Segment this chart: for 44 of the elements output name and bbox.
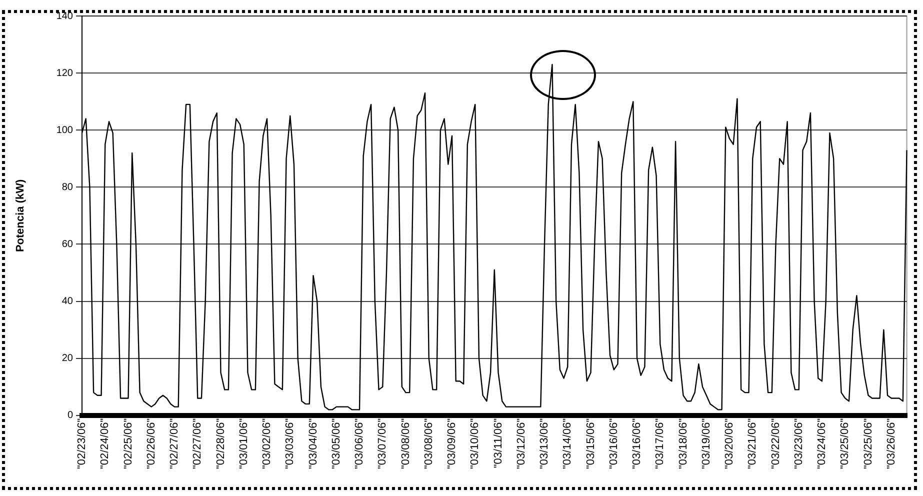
x-tick-label: "03/16/06"	[631, 418, 644, 470]
x-tick-label: "03/22/06"	[770, 418, 782, 470]
x-tick-label: "03/08/06"	[422, 418, 435, 470]
x-tick-label: "03/10/06"	[469, 418, 482, 470]
x-tick-label: "02/23/06"	[76, 418, 88, 470]
x-tick-label: "03/14/06"	[562, 418, 574, 470]
x-tick-label: "03/08/06"	[400, 418, 412, 470]
y-axis-title: Potencia (kW)	[14, 178, 27, 252]
x-tick-label: "03/03/06"	[284, 418, 296, 470]
x-tick-label: "03/13/06"	[538, 418, 551, 470]
x-tick-label: "03/23/06"	[792, 418, 805, 470]
x-tick-label: "03/16/06"	[608, 418, 620, 470]
x-tick-label: "03/11/06"	[492, 418, 504, 468]
y-tick-label: 80	[62, 182, 74, 193]
x-tick-label: "03/05/06"	[330, 418, 342, 470]
x-tick-label: "02/27/06"	[168, 418, 181, 470]
x-tick-label: "03/15/06"	[584, 418, 597, 470]
x-tick-label: "03/09/06"	[446, 418, 458, 470]
x-tick-label: "03/21/06"	[746, 418, 759, 470]
x-tick-label: "03/18/06"	[677, 418, 690, 470]
y-tick-label: 60	[62, 238, 74, 250]
x-tick-label: "03/01/06"	[238, 418, 250, 470]
x-tick-label: "03/12/06"	[515, 418, 528, 470]
x-tick-label: "03/25/06"	[839, 418, 852, 470]
x-tick-label: "02/27/06"	[192, 418, 204, 470]
x-tick-label: "03/25/06"	[862, 418, 874, 470]
y-tick-label: 120	[56, 68, 74, 79]
x-tick-label: "03/02/06"	[261, 418, 274, 470]
x-tick-label: "03/04/06"	[307, 418, 320, 470]
x-tick-label: "02/28/06"	[214, 418, 227, 470]
x-tick-label: "03/20/06"	[724, 418, 736, 470]
y-tick-label: 20	[62, 353, 74, 364]
y-tick-label: 40	[62, 296, 74, 308]
y-tick-label: 0	[67, 410, 74, 422]
x-tick-label: "03/19/06"	[700, 418, 712, 470]
x-tick-label: "02/25/06"	[122, 418, 134, 470]
x-tick-label: "03/06/06"	[354, 418, 366, 470]
x-tick-label: "02/24/06"	[99, 418, 112, 470]
x-tick-label: "02/26/06"	[145, 418, 158, 470]
x-tick-label: "03/26/06"	[885, 418, 898, 470]
y-tick-label: 100	[56, 124, 74, 136]
x-tick-label: "03/07/06"	[376, 418, 389, 470]
x-tick-label: "03/24/06"	[816, 418, 828, 470]
x-tick-label: "03/17/06"	[654, 418, 666, 470]
